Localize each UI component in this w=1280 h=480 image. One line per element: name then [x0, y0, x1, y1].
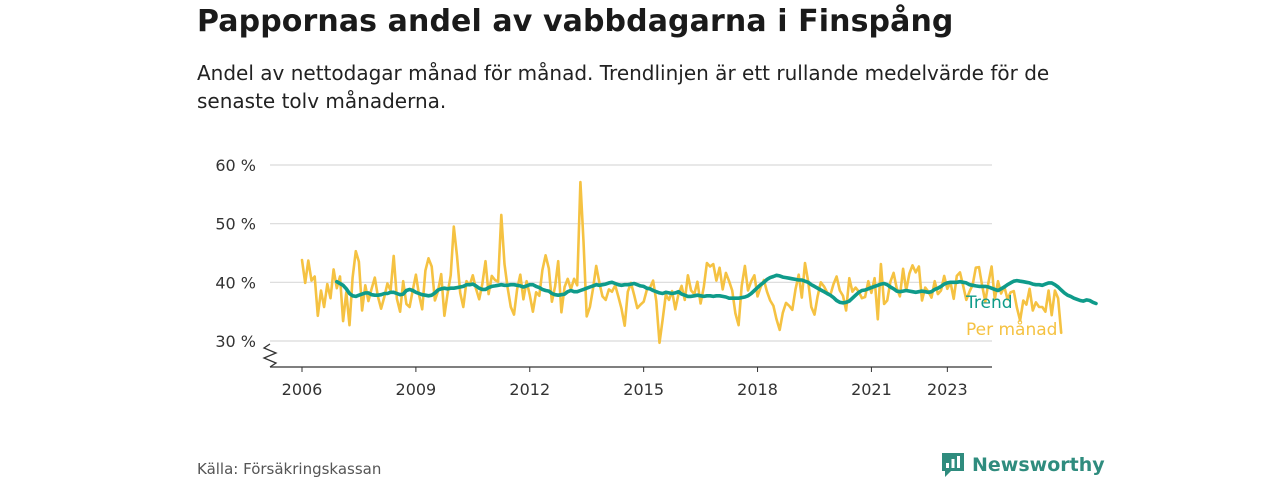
trend-series-label: Trend — [965, 293, 1013, 313]
x-tick-label: 2012 — [509, 380, 550, 399]
monthly-series-label: Per månad — [966, 319, 1057, 340]
brand-logo: Newsworthy — [940, 451, 1105, 479]
x-tick-label: 2015 — [623, 380, 664, 399]
y-tick-label: 60 % — [215, 156, 256, 175]
chart-title: Pappornas andel av vabbdagarna i Finspån… — [197, 4, 954, 39]
y-tick-label: 40 % — [215, 273, 256, 292]
x-tick-label: 2023 — [927, 380, 968, 399]
x-tick-label: 2006 — [282, 380, 323, 399]
plot-area — [300, 180, 1098, 345]
brand-name: Newsworthy — [972, 454, 1105, 476]
x-tick-label: 2009 — [396, 380, 437, 399]
chart-subtitle: Andel av nettodagar månad för månad. Tre… — [197, 61, 1050, 113]
y-axis-tick-labels: 30 % 40 % 50 % 60 % — [215, 156, 256, 351]
gridlines — [270, 164, 992, 342]
bar-chart-bubble-icon — [942, 453, 964, 477]
axis-break-icon — [262, 343, 278, 368]
y-tick-label: 50 % — [215, 215, 256, 234]
series-labels: Trend Per månad — [965, 293, 1057, 340]
y-tick-label: 30 % — [215, 332, 256, 351]
x-axis: 2006 2009 2012 2015 2018 2021 2023 — [262, 343, 992, 399]
source-note: Källa: Försäkringskassan — [197, 460, 382, 478]
trend-line — [334, 273, 1098, 306]
x-tick-label: 2021 — [851, 380, 892, 399]
x-tick-label: 2018 — [737, 380, 778, 399]
monthly-line — [300, 180, 1063, 345]
